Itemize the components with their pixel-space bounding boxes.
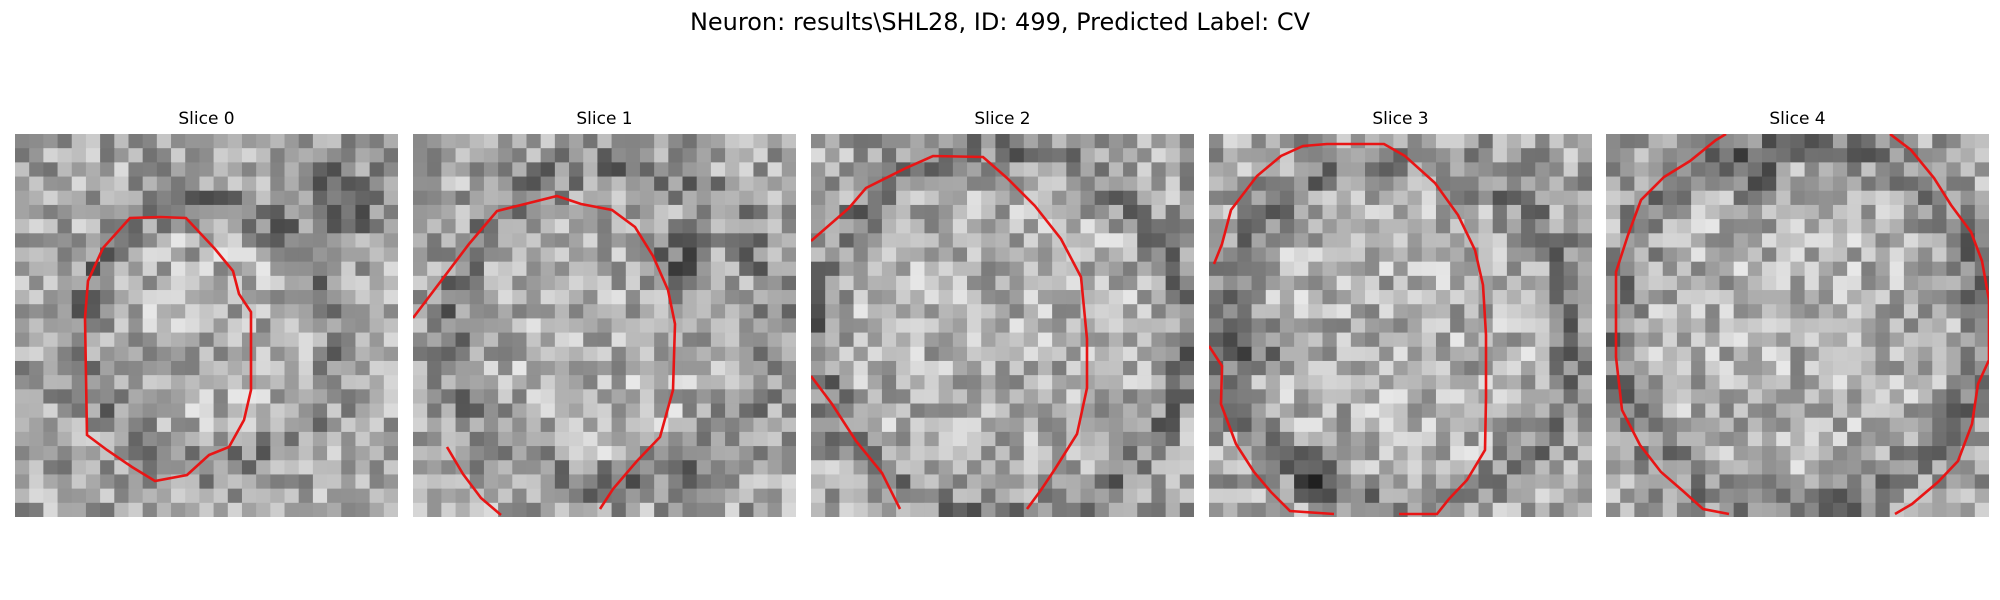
slice-title: Slice 4	[1769, 109, 1826, 129]
slice-title: Slice 3	[1372, 109, 1429, 129]
slice-title: Slice 1	[576, 109, 633, 129]
pixel-grid	[1606, 134, 1989, 517]
roi-contour-line	[83, 215, 253, 483]
slice-title: Slice 0	[178, 109, 235, 129]
roi-contour-line	[811, 375, 902, 510]
slice-image-2	[811, 134, 1194, 517]
roi-contour-line	[1212, 142, 1488, 516]
slice-panel-3: Slice 3	[1209, 108, 1592, 517]
roi-contour-line	[1614, 134, 1730, 516]
slice-image-4	[1606, 134, 1989, 517]
figure-title: Neuron: results\SHL28, ID: 499, Predicte…	[689, 8, 1311, 36]
slice-image-0	[15, 134, 398, 517]
pixel-grid	[413, 134, 796, 517]
roi-contour-line	[1209, 345, 1335, 516]
slice-panel-2: Slice 2	[811, 108, 1194, 517]
pixel-grid	[811, 134, 1194, 517]
pixel-grid	[15, 134, 398, 517]
slice-panel-0: Slice 0	[15, 108, 398, 517]
roi-contour-line	[1889, 134, 1989, 516]
roi-contour-line	[445, 446, 502, 516]
slice-panel-4: Slice 4	[1606, 108, 1989, 517]
slice-image-1	[413, 134, 796, 517]
pixel-grid	[1209, 134, 1592, 517]
slice-title: Slice 2	[974, 109, 1031, 129]
slice-panel-1: Slice 1	[413, 108, 796, 517]
slice-image-3	[1209, 134, 1592, 517]
roi-contour-line	[413, 194, 677, 510]
roi-contour-line	[811, 154, 1089, 510]
